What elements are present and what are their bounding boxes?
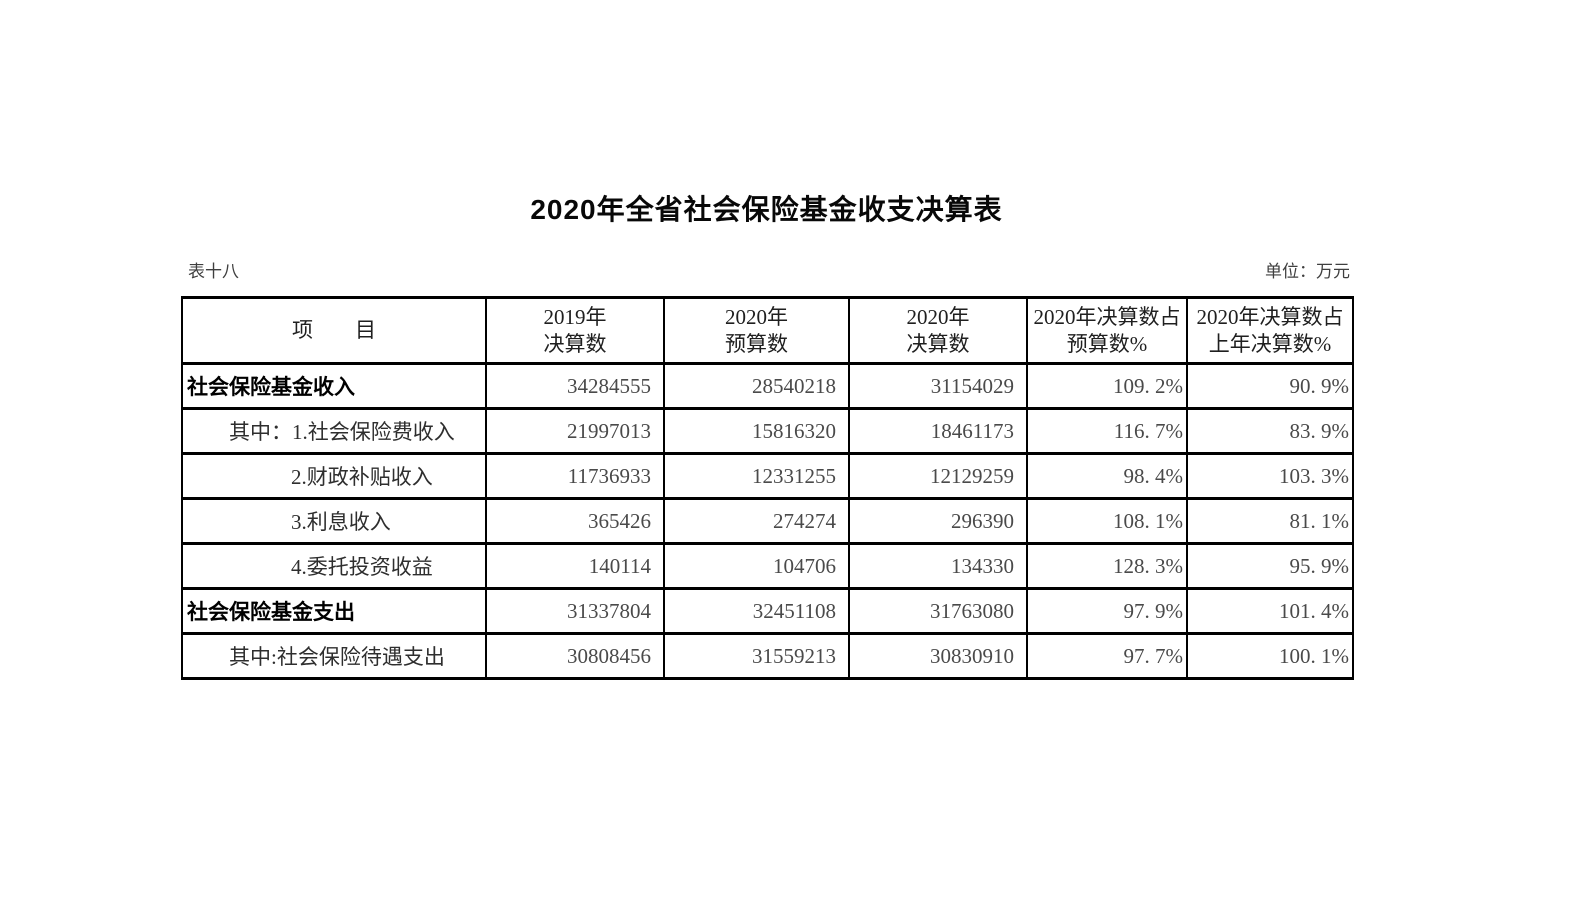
cell-item: 2.财政补贴收入	[181, 452, 487, 500]
cell-2019-final: 365426	[485, 497, 665, 545]
table-number-label: 表十八	[188, 262, 239, 281]
cell-2019-final: 31337804	[485, 587, 665, 635]
table-header: 项 目 2019年 决算数 2020年 预算数 2020年 决算数 2020年决…	[181, 296, 1354, 365]
cell-pct-of-budget: 109. 2%	[1026, 362, 1188, 410]
cell-2020-final: 12129259	[848, 452, 1028, 500]
cell-2020-final: 18461173	[848, 407, 1028, 455]
cell-2019-final: 11736933	[485, 452, 665, 500]
cell-pct-of-prev: 103. 3%	[1186, 452, 1354, 500]
table-row: 3.利息收入 365426 274274 296390 108. 1% 81. …	[181, 497, 1354, 545]
cell-2020-final: 30830910	[848, 632, 1028, 680]
table-row: 其中：1.社会保险费收入 21997013 15816320 18461173 …	[181, 407, 1354, 455]
table-row: 4.委托投资收益 140114 104706 134330 128. 3% 95…	[181, 542, 1354, 590]
table-row: 社会保险基金收入 34284555 28540218 31154029 109.…	[181, 362, 1354, 410]
cell-2019-final: 34284555	[485, 362, 665, 410]
page-title: 2020年全省社会保险基金收支决算表	[530, 194, 1003, 225]
cell-2020-budget: 15816320	[663, 407, 850, 455]
cell-2019-final: 140114	[485, 542, 665, 590]
cell-pct-of-budget: 98. 4%	[1026, 452, 1188, 500]
header-2019-final: 2019年 决算数	[485, 296, 665, 365]
table-body: 社会保险基金收入 34284555 28540218 31154029 109.…	[181, 362, 1354, 680]
cell-2020-final: 134330	[848, 542, 1028, 590]
cell-pct-of-prev: 101. 4%	[1186, 587, 1354, 635]
cell-pct-of-prev: 90. 9%	[1186, 362, 1354, 410]
cell-pct-of-prev: 95. 9%	[1186, 542, 1354, 590]
cell-item: 其中:社会保险待遇支出	[181, 632, 487, 680]
header-pct-of-prev: 2020年决算数占 上年决算数%	[1186, 296, 1354, 365]
table-row: 2.财政补贴收入 11736933 12331255 12129259 98. …	[181, 452, 1354, 500]
cell-item: 4.委托投资收益	[181, 542, 487, 590]
header-pct-of-budget: 2020年决算数占 预算数%	[1026, 296, 1188, 365]
cell-pct-of-budget: 128. 3%	[1026, 542, 1188, 590]
unit-label: 单位：万元	[1265, 262, 1350, 281]
cell-2020-budget: 32451108	[663, 587, 850, 635]
header-item: 项 目	[181, 296, 487, 365]
cell-2020-budget: 12331255	[663, 452, 850, 500]
cell-pct-of-prev: 81. 1%	[1186, 497, 1354, 545]
header-item-label: 项 目	[292, 318, 376, 342]
cell-item: 社会保险基金收入	[181, 362, 487, 410]
cell-item: 其中：1.社会保险费收入	[181, 407, 487, 455]
table-caption-row: 表十八 单位：万元	[188, 261, 1350, 283]
cell-2020-final: 31154029	[848, 362, 1028, 410]
cell-pct-of-prev: 100. 1%	[1186, 632, 1354, 680]
cell-2020-budget: 104706	[663, 542, 850, 590]
table-row: 其中:社会保险待遇支出 30808456 31559213 30830910 9…	[181, 632, 1354, 680]
cell-pct-of-budget: 116. 7%	[1026, 407, 1188, 455]
cell-item: 社会保险基金支出	[181, 587, 487, 635]
cell-2020-budget: 31559213	[663, 632, 850, 680]
cell-pct-of-budget: 97. 7%	[1026, 632, 1188, 680]
cell-2020-final: 31763080	[848, 587, 1028, 635]
header-2020-final: 2020年 决算数	[848, 296, 1028, 365]
header-row: 项 目 2019年 决算数 2020年 预算数 2020年 决算数 2020年决…	[181, 296, 1354, 365]
cell-2020-budget: 274274	[663, 497, 850, 545]
fiscal-table: 项 目 2019年 决算数 2020年 预算数 2020年 决算数 2020年决…	[181, 296, 1354, 680]
cell-pct-of-budget: 97. 9%	[1026, 587, 1188, 635]
cell-2020-final: 296390	[848, 497, 1028, 545]
cell-item: 3.利息收入	[181, 497, 487, 545]
cell-pct-of-prev: 83. 9%	[1186, 407, 1354, 455]
header-2020-budget: 2020年 预算数	[663, 296, 850, 365]
cell-pct-of-budget: 108. 1%	[1026, 497, 1188, 545]
cell-2019-final: 21997013	[485, 407, 665, 455]
cell-2020-budget: 28540218	[663, 362, 850, 410]
table-row: 社会保险基金支出 31337804 32451108 31763080 97. …	[181, 587, 1354, 635]
cell-2019-final: 30808456	[485, 632, 665, 680]
